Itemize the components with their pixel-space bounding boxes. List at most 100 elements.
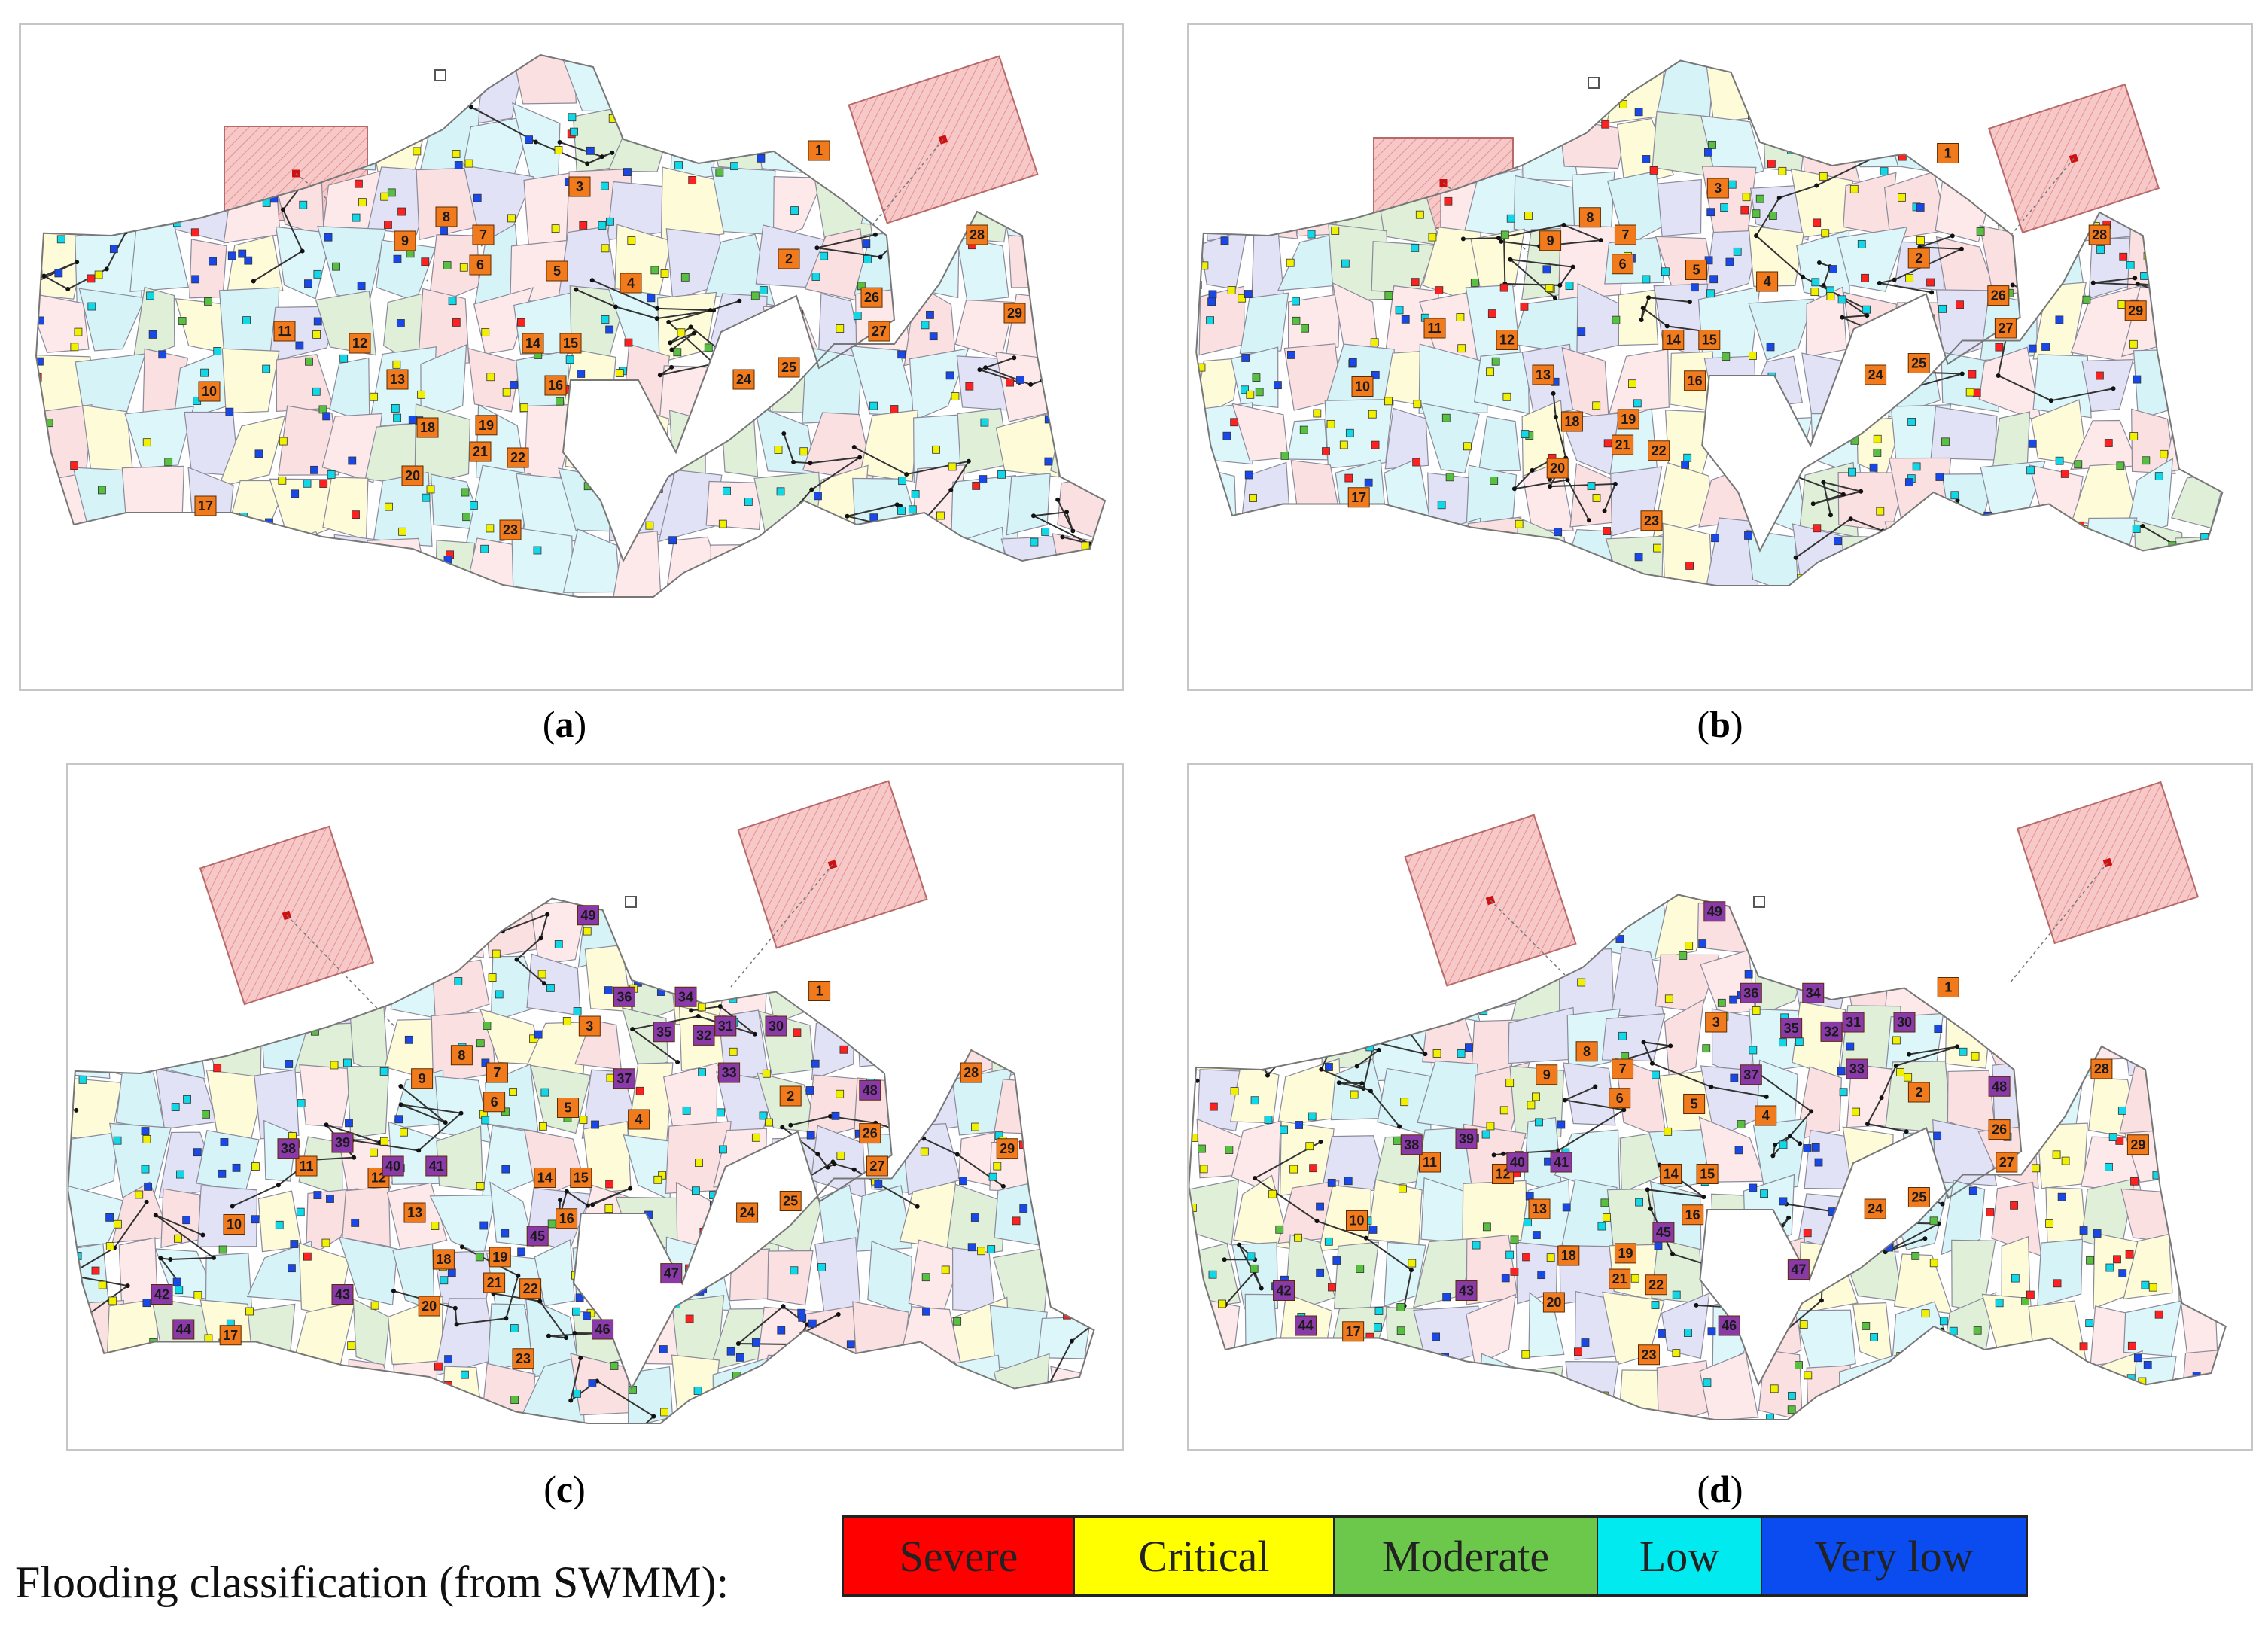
node bbox=[1556, 1148, 1561, 1153]
flood-node-marker bbox=[2105, 1162, 2113, 1171]
node bbox=[1363, 1235, 1368, 1241]
node bbox=[689, 1008, 694, 1013]
subcatchment bbox=[2028, 1300, 2089, 1372]
subcatchment bbox=[1002, 955, 1058, 1028]
flood-node-marker bbox=[1702, 1044, 1711, 1053]
conduit bbox=[36, 231, 127, 291]
node bbox=[1843, 119, 1849, 124]
flood-node-marker bbox=[1499, 283, 1508, 292]
junction-label-box bbox=[499, 519, 522, 540]
new-junction-label: 49 bbox=[1703, 901, 1726, 922]
node bbox=[1996, 373, 2001, 378]
flood-node-marker bbox=[1262, 117, 1270, 126]
subcatchment bbox=[705, 480, 764, 531]
flood-node-marker bbox=[2139, 924, 2148, 933]
flood-node-marker bbox=[1392, 81, 1401, 90]
node bbox=[2167, 143, 2172, 148]
flood-node-marker bbox=[1894, 931, 1903, 940]
flood-node-marker bbox=[726, 1347, 735, 1356]
new-junction-label-text: 39 bbox=[335, 1135, 350, 1150]
flood-node-marker bbox=[1365, 1006, 1373, 1015]
junction-label-text: 6 bbox=[491, 1095, 498, 1110]
flood-node-marker bbox=[2156, 983, 2164, 992]
flood-node-marker bbox=[378, 1397, 387, 1406]
new-junction-label-box bbox=[1780, 1018, 1803, 1039]
flood-node-marker bbox=[1390, 1405, 1398, 1414]
flood-node-marker bbox=[1415, 210, 1424, 219]
junction-label: 11 bbox=[273, 321, 296, 342]
junction-label-text: 8 bbox=[1586, 210, 1594, 225]
flood-node-marker bbox=[70, 343, 79, 352]
junction-label: 15 bbox=[1698, 330, 1721, 350]
flood-node-marker bbox=[2057, 1192, 2066, 1201]
flood-node-marker bbox=[2218, 1289, 2226, 1298]
flood-node-marker bbox=[105, 1242, 114, 1250]
flood-node-marker bbox=[1722, 352, 1731, 361]
node bbox=[1530, 467, 1535, 473]
junction-label-box bbox=[1423, 318, 1446, 339]
flood-node-marker bbox=[922, 908, 931, 916]
flood-node-marker bbox=[1870, 1333, 1879, 1341]
junction-label: 1 bbox=[1937, 143, 1959, 163]
new-junction-label: 48 bbox=[859, 1079, 881, 1101]
flood-node-marker bbox=[951, 392, 960, 400]
flood-node-marker bbox=[357, 282, 366, 291]
flood-node-marker bbox=[921, 321, 930, 330]
subcatchment bbox=[1752, 60, 1813, 120]
subcatchment bbox=[1601, 1012, 1666, 1062]
flood-node-marker bbox=[191, 275, 200, 284]
flood-node-marker bbox=[1986, 1208, 1995, 1216]
junction-label-text: 13 bbox=[390, 372, 405, 387]
flood-node-marker bbox=[635, 1086, 644, 1095]
subcatchment bbox=[1795, 1066, 1842, 1140]
flood-node-marker bbox=[1911, 1251, 1920, 1260]
new-junction-label: 32 bbox=[693, 1025, 715, 1046]
flood-node-marker bbox=[98, 1280, 107, 1289]
flood-node-marker bbox=[740, 574, 749, 582]
flood-node-marker bbox=[276, 553, 285, 562]
new-junction-label: 33 bbox=[718, 1062, 741, 1083]
flood-node-marker bbox=[1189, 946, 1197, 955]
flood-node-marker bbox=[1983, 957, 1992, 965]
subcatchment bbox=[76, 944, 126, 1021]
flood-node-marker bbox=[2126, 261, 2135, 269]
subcatchment bbox=[946, 898, 1000, 964]
flood-node-marker bbox=[2212, 1372, 2220, 1381]
flood-node-marker bbox=[1416, 553, 1425, 562]
flood-node-marker bbox=[220, 1138, 229, 1146]
junction-label-box bbox=[778, 357, 800, 378]
subcatchment bbox=[710, 543, 773, 597]
flood-node-marker bbox=[1744, 531, 1752, 540]
junction-label-box bbox=[1557, 1245, 1580, 1266]
flood-node-marker bbox=[1264, 1116, 1273, 1124]
flood-node-marker bbox=[705, 989, 713, 998]
conduit bbox=[1846, 90, 1911, 139]
flood-node-marker bbox=[1706, 208, 1715, 217]
flood-node-marker bbox=[209, 583, 218, 592]
node bbox=[1551, 391, 1556, 396]
flood-node-marker bbox=[744, 498, 753, 506]
flood-node-marker bbox=[2093, 1229, 2102, 1238]
flood-node-marker bbox=[2025, 1064, 2033, 1073]
node bbox=[1701, 1195, 1706, 1200]
flood-node-marker bbox=[1601, 120, 1610, 129]
flood-node-marker bbox=[1404, 901, 1413, 910]
flood-node-marker bbox=[74, 327, 83, 336]
flood-node-marker bbox=[839, 1045, 848, 1054]
catchment-outline bbox=[68, 897, 1095, 1424]
flood-node-marker bbox=[782, 130, 791, 139]
subcatchment bbox=[393, 1360, 438, 1423]
new-junction-label: 40 bbox=[1506, 1152, 1529, 1173]
flood-node-marker bbox=[1943, 501, 1952, 510]
flood-node-marker bbox=[380, 192, 389, 201]
node bbox=[1259, 1286, 1264, 1291]
junction-label: 6 bbox=[1612, 254, 1634, 275]
flood-node-marker bbox=[1664, 994, 1673, 1003]
flood-node-marker bbox=[355, 58, 364, 67]
node bbox=[1282, 1055, 1287, 1060]
junction-label: 29 bbox=[2124, 300, 2147, 321]
flood-node-marker bbox=[1340, 169, 1349, 178]
flood-node-marker bbox=[1301, 324, 1309, 333]
flood-node-marker bbox=[1729, 995, 1738, 1004]
